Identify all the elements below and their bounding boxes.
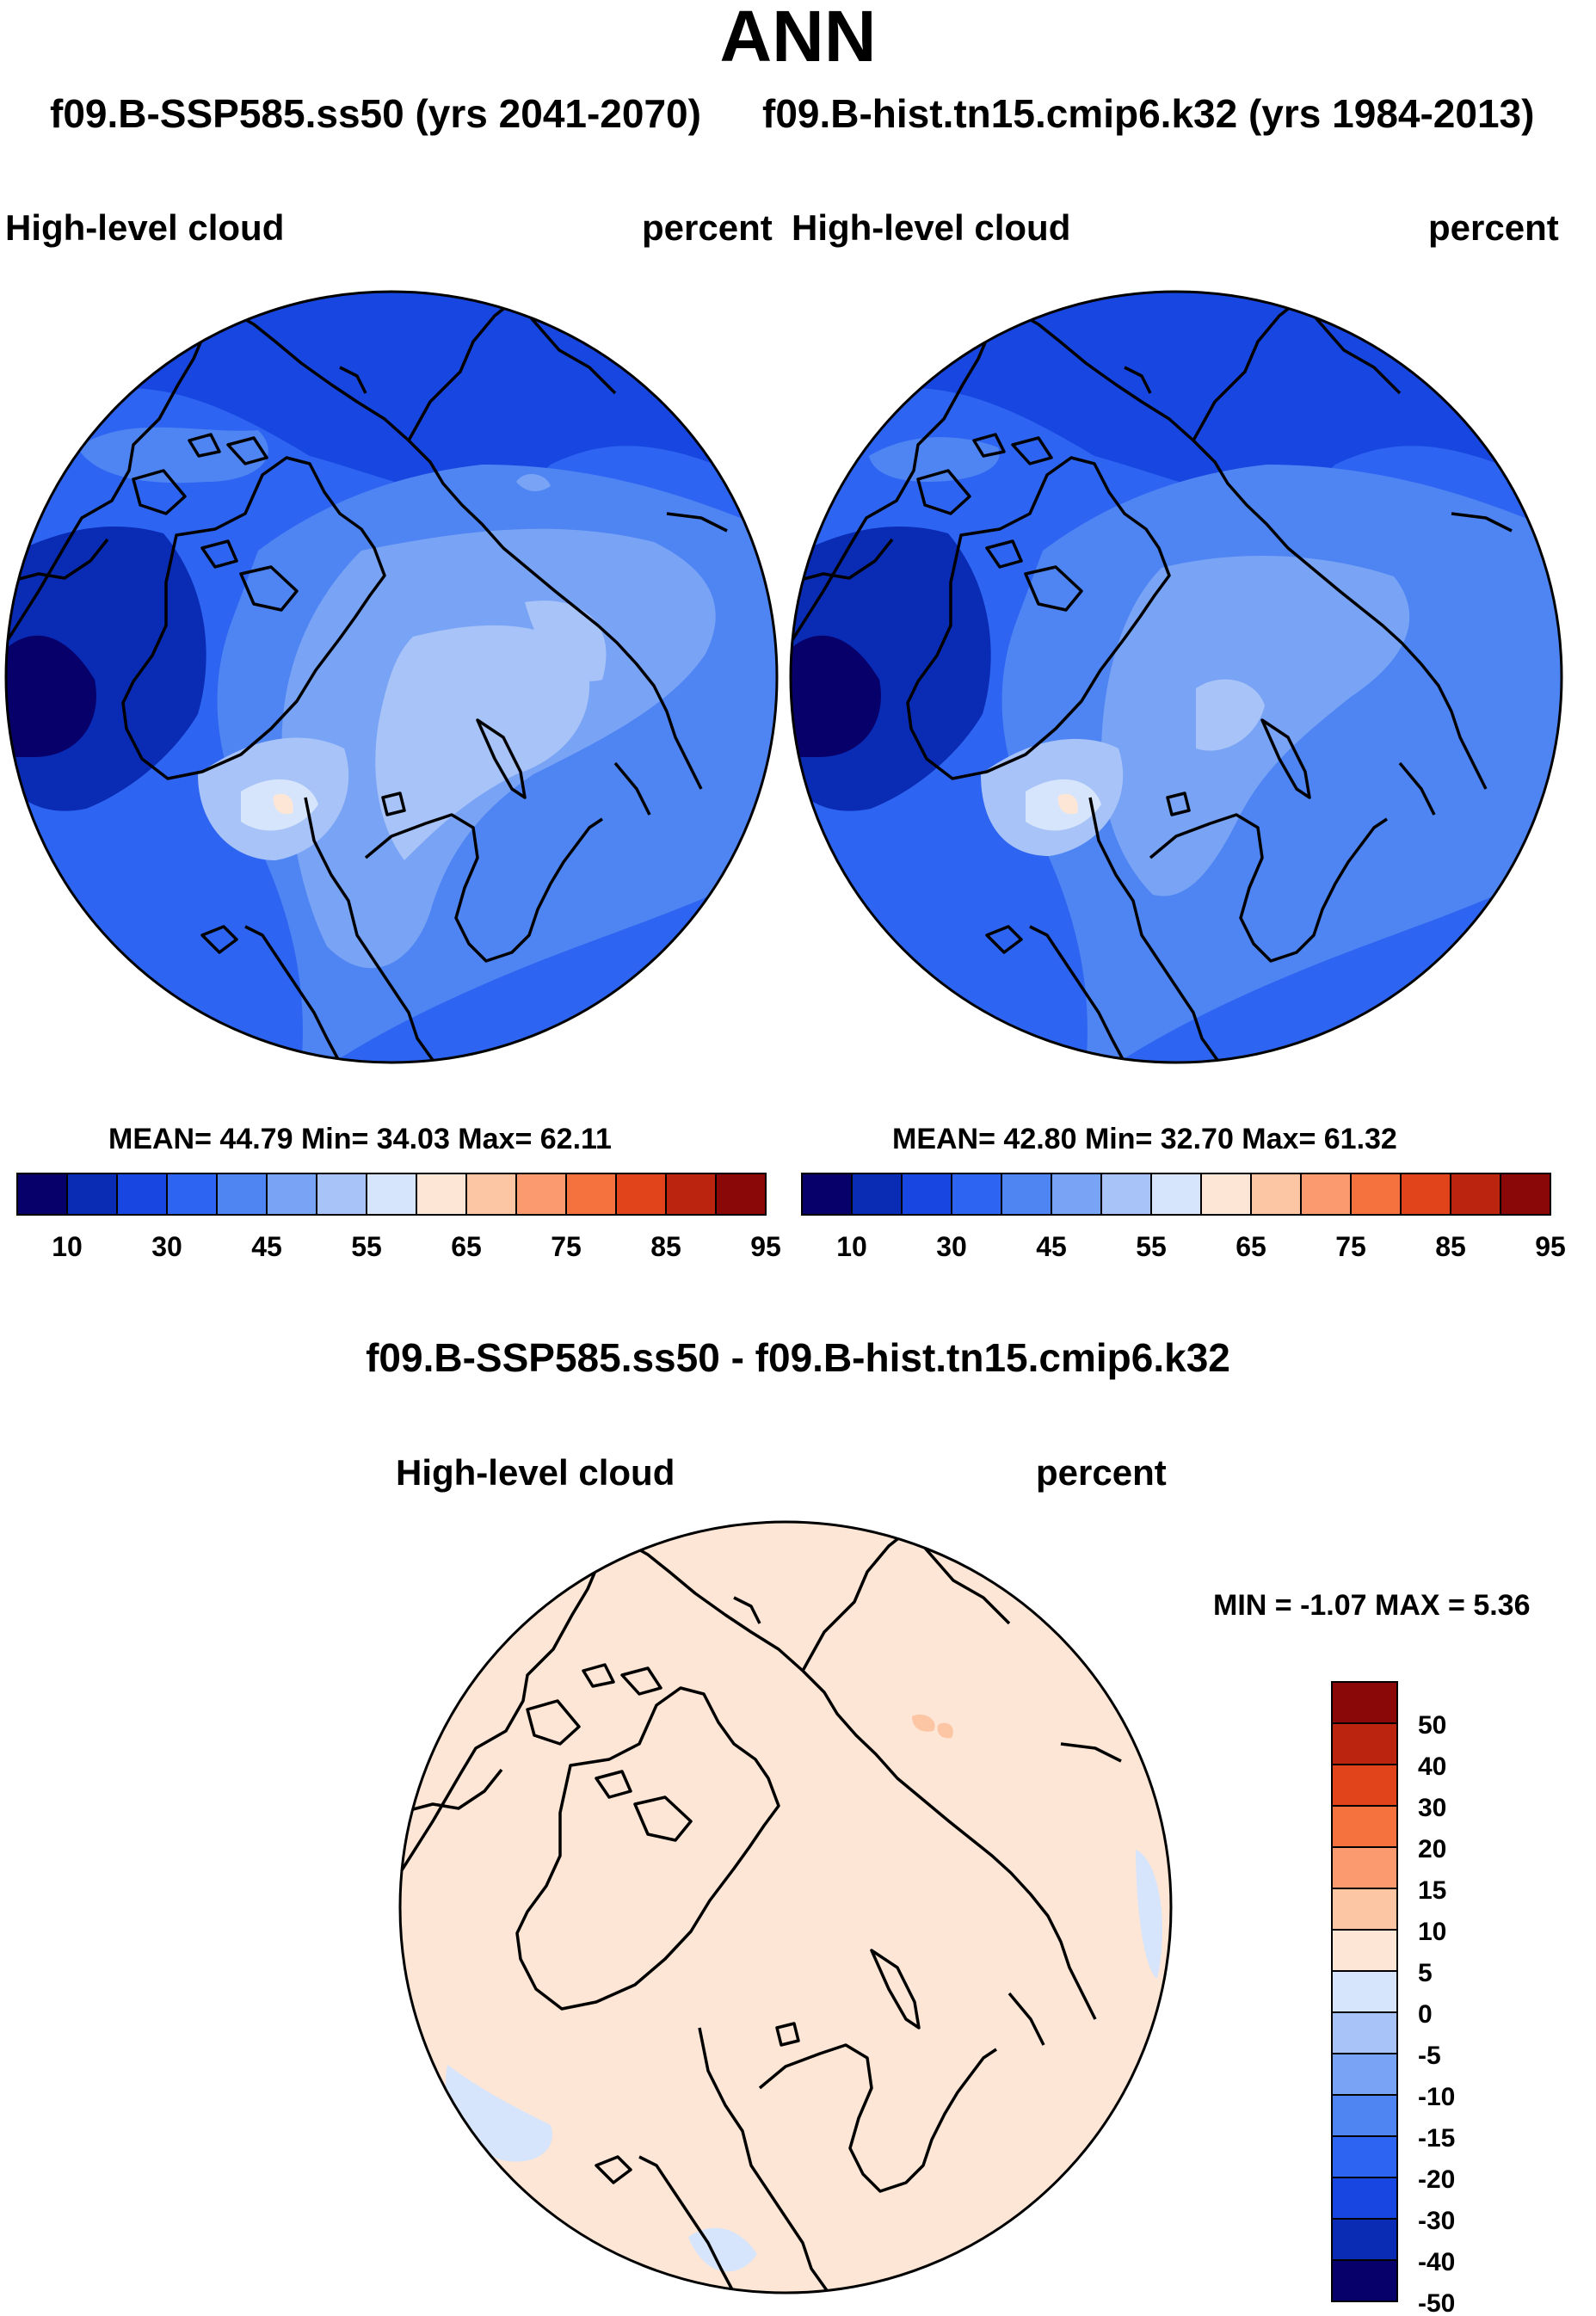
left-colorbar-tick-label: 45: [251, 1231, 282, 1262]
right-colorbar-tick-label: 55: [1136, 1231, 1167, 1262]
right-panel-stats: MEAN= 42.80 Min= 32.70 Max= 61.32: [892, 1123, 1397, 1155]
right-colorbar-tick-label: 10: [836, 1231, 867, 1262]
left-colorbar-swatch: [565, 1173, 617, 1216]
right-colorbar-tick-label: 85: [1435, 1231, 1466, 1262]
right-colorbar-swatch: [1500, 1173, 1551, 1216]
difference-colorbar-tick-label: 15: [1418, 1876, 1446, 1905]
right-colorbar-swatch: [801, 1173, 853, 1216]
difference-colorbar-swatch: [1331, 2053, 1398, 2096]
left-panel-stats: MEAN= 44.79 Min= 34.03 Max= 62.11: [108, 1123, 612, 1155]
difference-colorbar-tick-label: -20: [1418, 2165, 1455, 2194]
difference-colorbar-tick-label: -10: [1418, 2083, 1455, 2111]
left-colorbar-swatch: [116, 1173, 168, 1216]
right-panel-variable: High-level cloud: [792, 207, 1071, 248]
right-colorbar-tick-label: 95: [1535, 1231, 1566, 1262]
right-colorbar: 10 30 45 55 65 75 85 95: [801, 1173, 1566, 1262]
right-colorbar-swatch: [1150, 1173, 1202, 1216]
difference-colorbar-swatch: [1331, 1888, 1398, 1931]
control-subtitle: f09.B-hist.tn15.cmip6.k32 (yrs 1984-2013…: [762, 91, 1535, 136]
right-colorbar-swatch: [1051, 1173, 1102, 1216]
right-colorbar-tick-label: 30: [936, 1231, 967, 1262]
difference-colorbar-tick-label: -40: [1418, 2248, 1455, 2276]
difference-colorbar-tick-label: -50: [1418, 2289, 1455, 2316]
left-colorbar-swatch: [166, 1173, 218, 1216]
difference-colorbar-tick-label: 20: [1418, 1835, 1446, 1863]
difference-colorbar-swatch: [1331, 1970, 1398, 2013]
left-colorbar-swatch: [515, 1173, 567, 1216]
difference-colorbar-tick-label: 30: [1418, 1794, 1446, 1822]
right-map: [789, 290, 1563, 1064]
difference-map: [398, 1520, 1173, 2294]
case-subtitle: f09.B-SSP585.ss50 (yrs 2041-2070): [50, 91, 701, 136]
difference-colorbar-swatch: [1331, 1764, 1398, 1807]
right-colorbar-swatch: [1450, 1173, 1501, 1216]
difference-colorbar-swatch: [1331, 2177, 1398, 2220]
difference-colorbar-tick-label: 10: [1418, 1918, 1446, 1946]
right-colorbar-tick-label: 45: [1036, 1231, 1067, 1262]
left-colorbar-tick-label: 95: [750, 1231, 781, 1262]
left-colorbar-swatch: [316, 1173, 367, 1216]
right-colorbar-swatch: [851, 1173, 903, 1216]
difference-colorbar-tick-label: 50: [1418, 1711, 1446, 1740]
right-colorbar-swatch: [1100, 1173, 1152, 1216]
left-colorbar-tick-label: 55: [351, 1231, 382, 1262]
main-title: ANN: [719, 0, 877, 77]
difference-colorbar-swatch: [1331, 1681, 1398, 1724]
right-colorbar-tick-label: 65: [1236, 1231, 1266, 1262]
difference-colorbar-tick-label: -5: [1418, 2042, 1441, 2070]
difference-variable: High-level cloud: [396, 1452, 675, 1493]
right-colorbar-tick-label: 75: [1335, 1231, 1366, 1262]
left-map: [4, 290, 779, 1064]
left-panel-variable: High-level cloud: [5, 207, 285, 248]
left-colorbar-swatch: [416, 1173, 467, 1216]
left-colorbar-tick-label: 10: [52, 1231, 83, 1262]
difference-units: percent: [1036, 1452, 1167, 1493]
right-colorbar-swatch: [951, 1173, 1002, 1216]
difference-colorbar-swatch: [1331, 2259, 1398, 2302]
left-colorbar-tick-label: 85: [650, 1231, 681, 1262]
difference-colorbar-swatch: [1331, 1929, 1398, 1972]
difference-colorbar-swatch: [1331, 1805, 1398, 1848]
difference-colorbar-tick-label: 5: [1418, 1959, 1433, 1987]
right-colorbar-swatch: [1300, 1173, 1352, 1216]
difference-colorbar-swatch: [1331, 2218, 1398, 2261]
right-colorbar-swatch: [1200, 1173, 1252, 1216]
left-colorbar-tick-label: 65: [451, 1231, 482, 1262]
difference-colorbar-tick-label: -30: [1418, 2207, 1455, 2235]
right-colorbar-swatch: [901, 1173, 952, 1216]
left-colorbar-swatch: [66, 1173, 118, 1216]
left-colorbar-swatch: [366, 1173, 417, 1216]
difference-colorbar-swatch: [1331, 2135, 1398, 2178]
right-colorbar-swatch: [1350, 1173, 1402, 1216]
left-colorbar-swatch: [266, 1173, 317, 1216]
difference-colorbar-tick-label: 40: [1418, 1752, 1446, 1781]
left-colorbar-tick-label: 75: [551, 1231, 582, 1262]
difference-colorbar-swatch: [1331, 1722, 1398, 1765]
difference-title: f09.B-SSP585.ss50 - f09.B-hist.tn15.cmip…: [366, 1335, 1230, 1380]
difference-colorbar-swatch: [1331, 2011, 1398, 2054]
right-colorbar-swatch: [1001, 1173, 1052, 1216]
difference-minmax: MIN = -1.07 MAX = 5.36: [1213, 1589, 1531, 1622]
left-colorbar: 10 30 45 55 65 75 85 95: [16, 1173, 781, 1262]
difference-colorbar-tick-label: 0: [1418, 2000, 1433, 2029]
difference-colorbar-swatch: [1331, 2094, 1398, 2137]
left-colorbar-swatch: [216, 1173, 268, 1216]
left-panel-units: percent: [642, 207, 773, 248]
right-panel-units: percent: [1428, 207, 1559, 248]
left-colorbar-swatch: [715, 1173, 767, 1216]
right-colorbar-swatch: [1400, 1173, 1451, 1216]
difference-colorbar-tick-label: -15: [1418, 2124, 1455, 2153]
left-colorbar-swatch: [465, 1173, 517, 1216]
right-colorbar-swatch: [1250, 1173, 1302, 1216]
left-colorbar-swatch: [16, 1173, 68, 1216]
difference-colorbar-swatch: [1331, 1846, 1398, 1889]
left-colorbar-swatch: [665, 1173, 717, 1216]
left-colorbar-tick-label: 30: [151, 1231, 182, 1262]
left-colorbar-swatch: [615, 1173, 667, 1216]
